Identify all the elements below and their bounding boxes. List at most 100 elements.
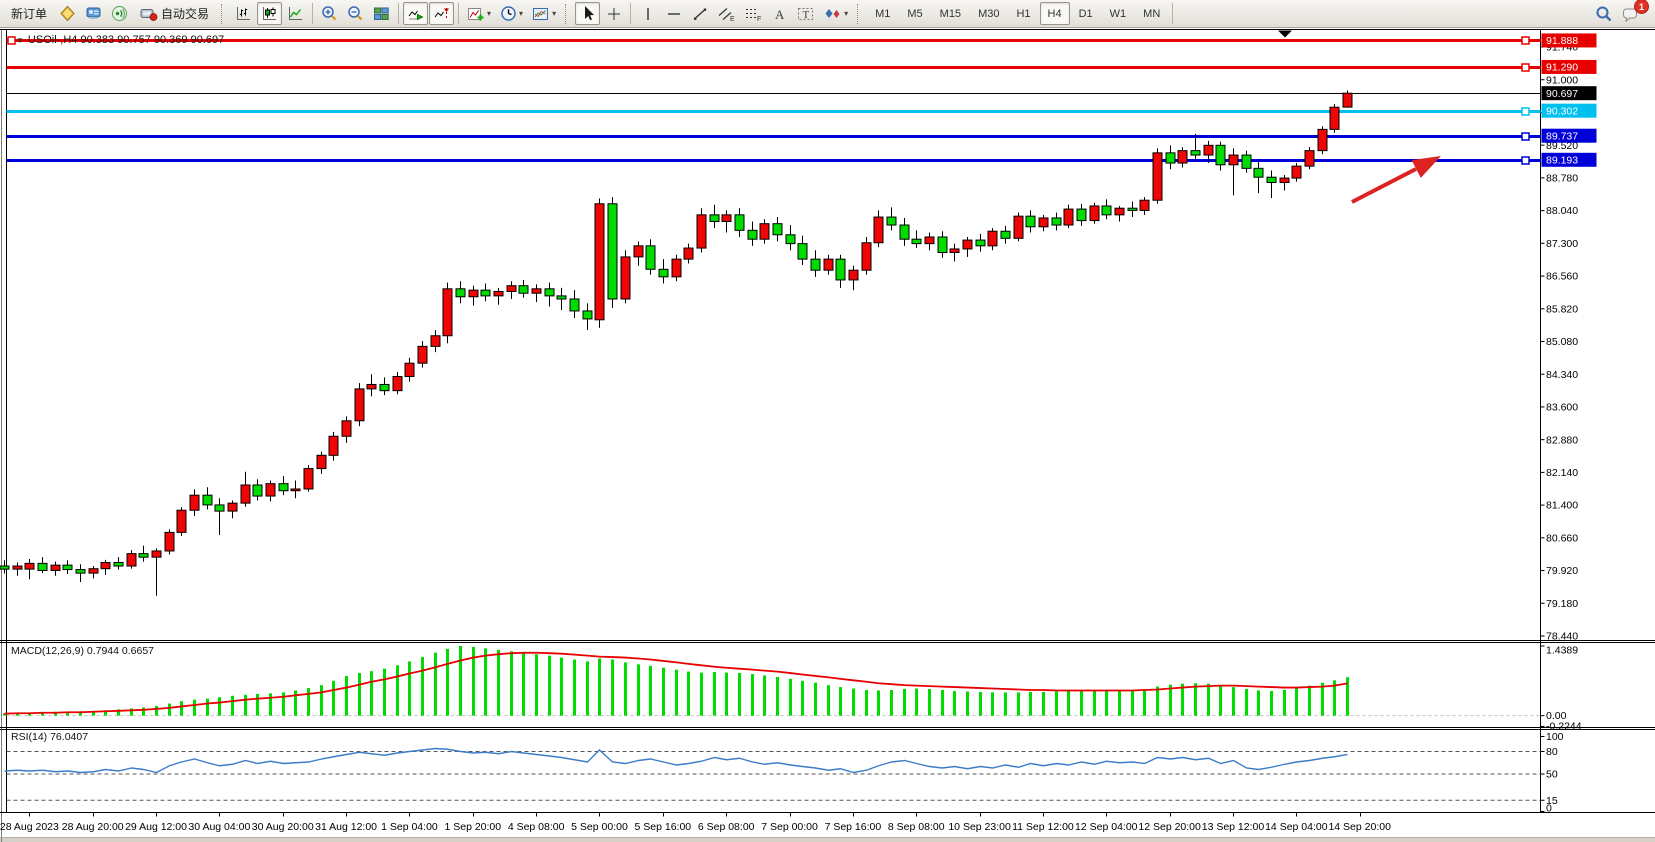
macd-tick-label: 0.00: [1546, 710, 1567, 722]
time-tick-label: 7 Sep 16:00: [825, 821, 882, 833]
time-tick-label: 8 Sep 08:00: [888, 821, 945, 833]
level-anchor[interactable]: [1521, 107, 1530, 116]
price-tick-label: 91.000: [1546, 74, 1578, 86]
toolbar-grip: [565, 3, 569, 24]
auto-scroll-button[interactable]: [403, 2, 429, 25]
level-anchor[interactable]: [1521, 36, 1530, 45]
macd-tick-label: 1.4389: [1546, 645, 1578, 657]
level-anchor[interactable]: [7, 36, 16, 45]
price-level-lines[interactable]: [6, 36, 1541, 165]
macd-panel[interactable]: 1.4389 0.00-0.2244: [3, 645, 1582, 733]
channel-button[interactable]: E: [713, 2, 739, 25]
time-tick-label: 1 Sep 20:00: [444, 821, 501, 833]
new-order-label: 新订单: [11, 7, 48, 21]
trendline-button[interactable]: [687, 2, 712, 25]
price-tick-label: 80.660: [1546, 532, 1578, 544]
candlestick-chart-button[interactable]: [257, 2, 283, 25]
symbol-ohlc-text: USOil-,H4 90.383 90.757 90.369 90.697: [27, 34, 225, 46]
indicators-button[interactable]: ▾: [463, 2, 495, 25]
chart-shift-icon: [433, 6, 450, 22]
price-axis[interactable]: 91.74091.00090.26089.52088.78088.04087.3…: [1540, 42, 1579, 643]
timeframe-button-d1[interactable]: D1: [1078, 7, 1093, 20]
signals-button[interactable]: [107, 2, 132, 25]
price-tick-label: 83.600: [1546, 402, 1578, 414]
timeframe-button-m5[interactable]: M5: [907, 7, 923, 20]
time-axis[interactable]: 28 Aug 2023 28 Aug 20:00 29 Aug 12:00 30 Au…: [0, 812, 1391, 834]
time-tick-label: 10 Sep 23:00: [948, 821, 1011, 833]
candles-layer: [0, 90, 1353, 596]
label-icon: T: [797, 6, 815, 22]
level-anchor[interactable]: [1521, 63, 1530, 72]
crosshair-button[interactable]: [601, 2, 626, 25]
timeframe-button-h4[interactable]: H4: [1039, 2, 1070, 25]
price-tick-label: 78.440: [1546, 631, 1578, 643]
toolbar-grip: [857, 3, 861, 24]
rsi-tick-label: 100: [1546, 731, 1564, 743]
search-icon: [1595, 5, 1613, 23]
price-badge-label: 91.290: [1546, 62, 1578, 74]
time-tick-label: 31 Aug 12:00: [315, 821, 377, 833]
horizontal-line-button[interactable]: [661, 2, 686, 25]
timeframe-button-m30[interactable]: M30: [978, 7, 1000, 20]
zoom-in-button[interactable]: [317, 2, 342, 25]
level-anchor[interactable]: [1521, 156, 1530, 165]
label-button[interactable]: T: [793, 2, 819, 25]
auto-trading-button[interactable]: 自动交易: [133, 2, 216, 25]
zoom-out-button[interactable]: [343, 2, 368, 25]
periods-icon: [500, 5, 517, 22]
search-button[interactable]: [1591, 2, 1617, 25]
community-button[interactable]: [81, 2, 106, 25]
bar-chart-button[interactable]: [231, 2, 256, 25]
price-badge-label: 89.737: [1546, 131, 1578, 143]
level-anchor[interactable]: [1521, 132, 1530, 141]
text-glyph: A: [775, 7, 785, 22]
time-tick-label: 12 Sep 04:00: [1075, 821, 1138, 833]
time-tick-label: 29 Aug 12:00: [125, 821, 187, 833]
price-tick-label: 85.080: [1546, 336, 1578, 348]
chat-button[interactable]: 1: [1618, 0, 1649, 25]
rsi-panel[interactable]: 100 80 50 150: [4, 731, 1564, 815]
time-tick-label: 5 Sep 00:00: [571, 821, 628, 833]
tile-windows-button[interactable]: [369, 2, 394, 25]
timeframe-group: M1 M5 M15 M30 H1 H4 D1 W1 MN: [867, 2, 1168, 25]
timeframe-button-w1[interactable]: W1: [1109, 7, 1127, 20]
signals-icon: [111, 5, 128, 22]
label-glyph: T: [803, 9, 810, 21]
horizontal-line-icon: [666, 6, 682, 22]
rsi-tick-label: 0: [1546, 803, 1552, 815]
toolbar: 新订单 自动交易: [0, 0, 1655, 28]
trend-arrow-annotation[interactable]: [1351, 156, 1441, 204]
tile-windows-icon: [373, 6, 390, 22]
chat-badge: 1: [1634, 0, 1649, 14]
auto-trading-icon: [140, 6, 158, 22]
new-order-button[interactable]: 新订单: [4, 2, 54, 25]
templates-button[interactable]: ▾: [528, 2, 560, 25]
toolbar-grip: [221, 3, 225, 24]
price-tick-label: 84.340: [1546, 369, 1578, 381]
timeframe-button-m15[interactable]: M15: [939, 7, 962, 20]
symbol-dropdown-icon: ▼: [16, 36, 24, 45]
rsi-tick-label: 50: [1546, 769, 1558, 781]
price-level-badges: 91.888 91.290 90.697 90.302 89.737 89.193: [1541, 33, 1597, 167]
vertical-line-button[interactable]: [635, 2, 660, 25]
timeframe-button-h1[interactable]: H1: [1016, 7, 1031, 20]
fibonacci-button[interactable]: F: [740, 2, 766, 25]
metaeditor-button[interactable]: [55, 2, 80, 25]
chart-shift-marker: [1278, 30, 1292, 38]
metaeditor-icon: [59, 5, 76, 22]
line-chart-icon: [287, 6, 304, 22]
timeframe-button-mn[interactable]: MN: [1143, 7, 1161, 20]
cursor-button[interactable]: [575, 2, 601, 25]
rsi-tick-label: 80: [1546, 746, 1558, 758]
timeframe-button-m1[interactable]: M1: [875, 7, 891, 20]
dropdown-icon: ▾: [519, 9, 524, 18]
line-chart-button[interactable]: [283, 2, 308, 25]
chart-shift-button[interactable]: [429, 2, 455, 25]
dropdown-icon: ▾: [552, 9, 557, 18]
arrows-button[interactable]: ▾: [820, 2, 852, 25]
periods-button[interactable]: ▾: [496, 2, 527, 25]
candlestick-chart-icon: [261, 6, 278, 22]
text-button[interactable]: A: [767, 2, 792, 25]
chart-frame: [0, 28, 1655, 842]
